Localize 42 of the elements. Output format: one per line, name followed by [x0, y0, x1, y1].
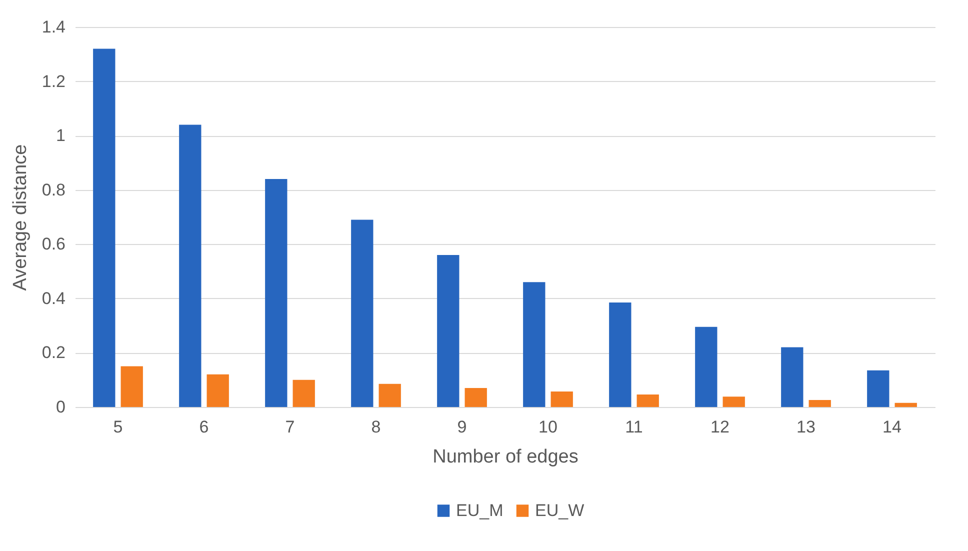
x-axis-title: Number of edges: [432, 446, 578, 468]
bar: [265, 179, 288, 407]
x-tick-label: 8: [371, 418, 381, 436]
x-tick-label: 9: [457, 418, 467, 436]
y-tick-label: 1.4: [42, 18, 66, 36]
bar: [437, 255, 460, 407]
bar: [378, 384, 401, 407]
x-tick-label: 14: [882, 418, 902, 436]
y-tick-label: 0.2: [42, 343, 66, 362]
bar: [781, 347, 804, 407]
x-tick-label: 5: [113, 418, 123, 436]
bar: [808, 400, 831, 407]
bar: [894, 402, 917, 407]
bar: [695, 326, 718, 407]
legend-label: EU_M: [456, 500, 504, 520]
x-tick-label: 6: [199, 418, 209, 436]
y-tick-label: 0.4: [42, 288, 66, 308]
bar: [292, 380, 315, 407]
bar: [867, 370, 890, 407]
y-tick-label: 0: [56, 398, 66, 416]
y-tick-label: 1: [56, 126, 66, 146]
bar: [120, 366, 143, 407]
bar: [206, 374, 229, 407]
bar: [179, 124, 202, 407]
bar: [523, 282, 546, 407]
x-tick-label: 7: [285, 418, 295, 436]
y-tick-label: 1.2: [42, 72, 66, 91]
x-tick-label: 13: [796, 418, 816, 436]
bar: [464, 388, 487, 407]
y-tick-label: 0.6: [42, 234, 66, 254]
bar: [609, 302, 632, 407]
bar: [93, 48, 116, 407]
x-tick-label: 11: [625, 418, 643, 436]
legend-label: EU_W: [535, 500, 584, 520]
bar: [550, 392, 573, 407]
bar: [722, 396, 745, 407]
y-tick-label: 0.8: [42, 180, 66, 200]
bar: [636, 394, 659, 407]
bar: [351, 220, 374, 407]
x-tick-label: 10: [538, 418, 558, 436]
x-tick-label: 12: [710, 418, 730, 436]
y-axis-title: Average distance: [10, 144, 31, 291]
